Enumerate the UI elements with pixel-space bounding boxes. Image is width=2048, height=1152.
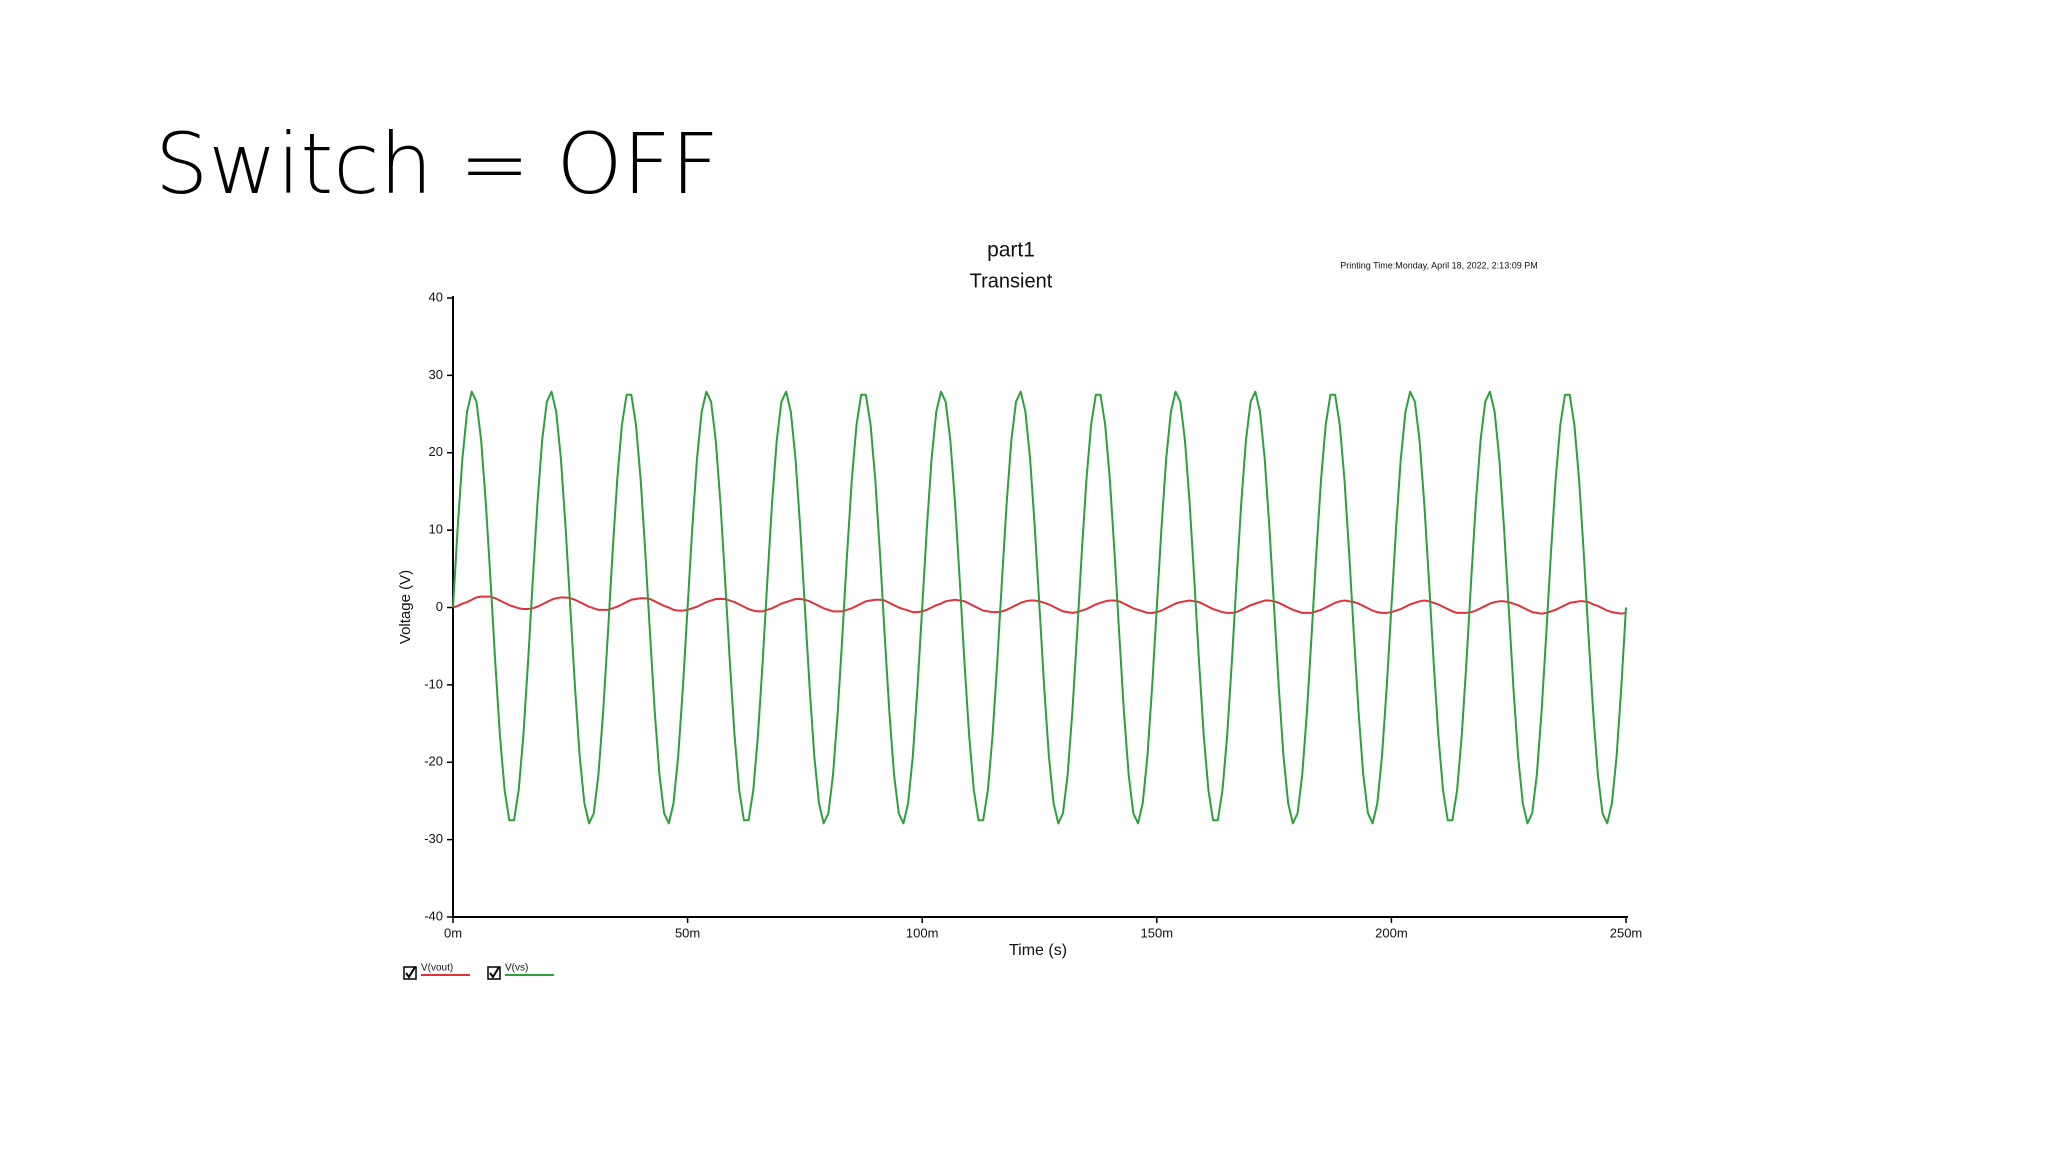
x-tick-label: 100m: [906, 925, 939, 940]
series-line: [452, 390, 1627, 825]
x-tick-label: 150m: [1141, 925, 1174, 940]
y-tick-label: -20: [424, 754, 443, 769]
y-tick-label: -10: [424, 676, 443, 691]
x-tick-label: 50m: [675, 925, 700, 940]
x-tick-label: 0m: [444, 925, 462, 940]
y-tick-label: 10: [429, 522, 443, 537]
x-tick-label: 200m: [1375, 925, 1408, 940]
y-axis-label: Voltage (V): [397, 570, 414, 644]
chart-subtitle: Transient: [970, 270, 1053, 292]
legend-label: V(vs): [505, 963, 528, 974]
legend-checkmark: [489, 966, 500, 979]
y-tick-label: 20: [429, 444, 443, 459]
chart-title: part1: [987, 239, 1035, 262]
print-time: Printing Time:Monday, April 18, 2022, 2:…: [1340, 260, 1537, 270]
slide-title: Switch = OFF: [155, 115, 719, 213]
x-axis-label: Time (s): [1009, 942, 1067, 959]
y-tick-label: -30: [424, 831, 443, 846]
y-tick-label: 0: [436, 599, 443, 614]
x-tick-label: 250m: [1610, 925, 1643, 940]
y-tick-label: 40: [429, 289, 443, 304]
y-tick-label: 30: [429, 367, 443, 382]
legend-label: V(vout): [421, 963, 453, 974]
y-tick-label: -40: [424, 908, 443, 923]
legend-checkmark: [405, 966, 416, 979]
